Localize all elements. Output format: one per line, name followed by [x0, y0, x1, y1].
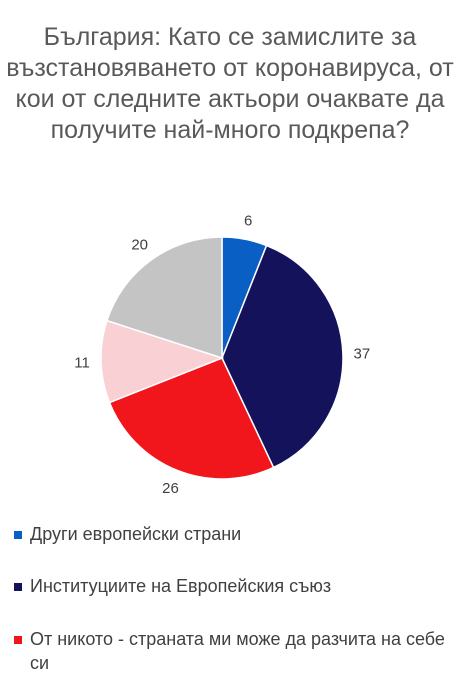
legend-label: Институциите на Европейския съюз — [30, 576, 332, 596]
pie-slice — [108, 357, 275, 480]
data-label: 6 — [244, 213, 252, 230]
data-label: 20 — [131, 237, 148, 254]
legend-swatch — [14, 636, 22, 644]
pie-slice — [100, 319, 225, 404]
legend-label: От никото - страната ми може да разчита … — [30, 629, 445, 673]
chart-title: България: Като се замислите за възстанов… — [6, 23, 454, 144]
data-label: 37 — [354, 346, 371, 363]
legend-item: Институциите на Европейския съюз — [14, 574, 454, 598]
legend-swatch — [14, 583, 22, 591]
legend-label: Други европейски страни — [30, 524, 242, 544]
data-label: 11 — [74, 354, 90, 371]
pie-slice — [221, 244, 344, 469]
legend-item: От никото - страната ми може да разчита … — [14, 627, 454, 675]
pie-slice — [105, 236, 223, 360]
legend-item: Други европейски страни — [14, 522, 454, 546]
legend-swatch — [14, 531, 22, 539]
legend: Други европейски страни Институциите на … — [14, 522, 454, 675]
pie-chart: 6 37 26 11 20 — [74, 213, 371, 498]
data-label: 26 — [162, 480, 179, 497]
